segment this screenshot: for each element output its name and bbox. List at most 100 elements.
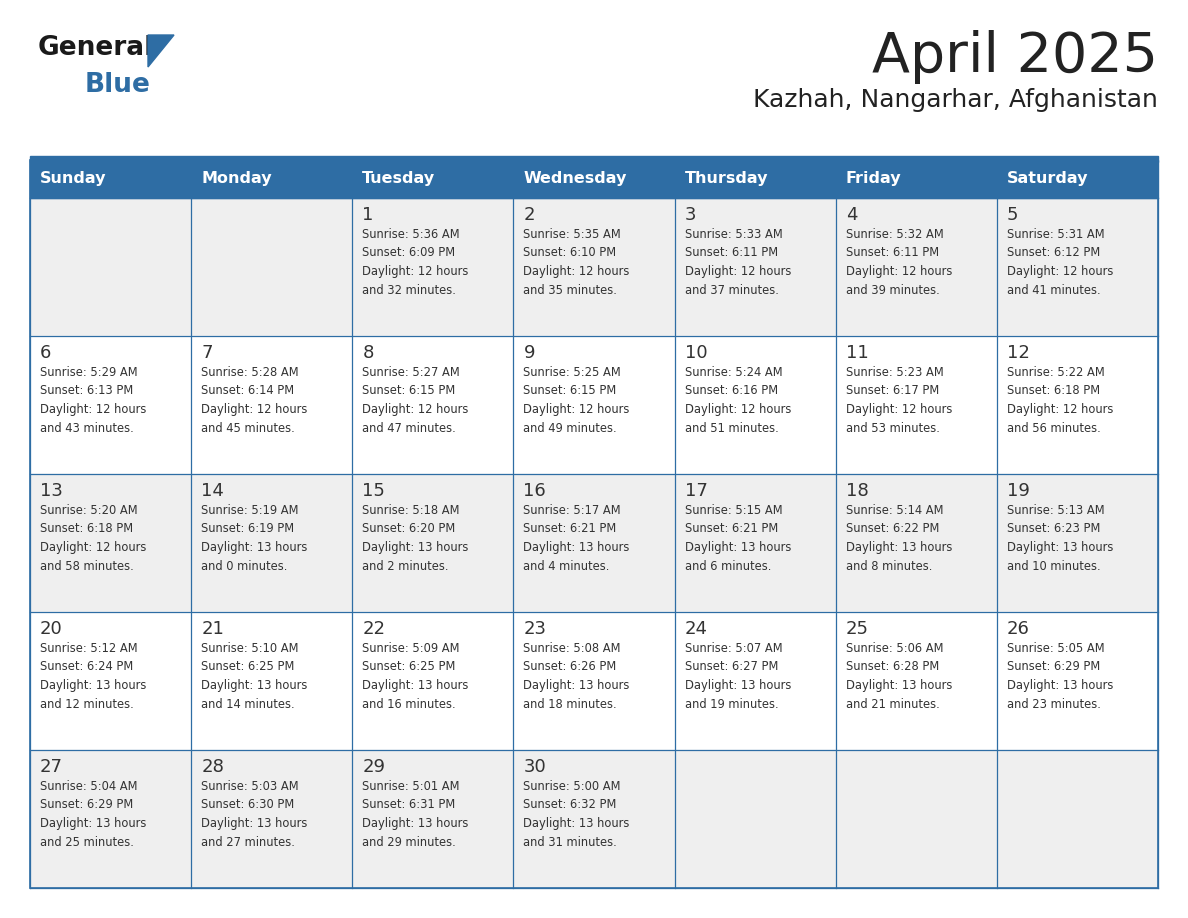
- Bar: [997, 612, 1158, 750]
- Text: 7: 7: [201, 344, 213, 362]
- Text: 20: 20: [40, 620, 63, 638]
- Bar: [30, 198, 191, 336]
- Text: 12: 12: [1007, 344, 1030, 362]
- Bar: [30, 156, 1158, 162]
- Text: 15: 15: [362, 482, 385, 500]
- Bar: [30, 160, 191, 198]
- Text: Sunrise: 5:29 AM
Sunset: 6:13 PM
Daylight: 12 hours
and 43 minutes.: Sunrise: 5:29 AM Sunset: 6:13 PM Dayligh…: [40, 366, 146, 434]
- Text: Sunrise: 5:08 AM
Sunset: 6:26 PM
Daylight: 13 hours
and 18 minutes.: Sunrise: 5:08 AM Sunset: 6:26 PM Dayligh…: [524, 642, 630, 711]
- Bar: [675, 160, 835, 198]
- Bar: [353, 750, 513, 888]
- Bar: [513, 612, 675, 750]
- Text: Sunrise: 5:01 AM
Sunset: 6:31 PM
Daylight: 13 hours
and 29 minutes.: Sunrise: 5:01 AM Sunset: 6:31 PM Dayligh…: [362, 780, 468, 848]
- Bar: [30, 750, 191, 888]
- Text: Sunrise: 5:12 AM
Sunset: 6:24 PM
Daylight: 13 hours
and 12 minutes.: Sunrise: 5:12 AM Sunset: 6:24 PM Dayligh…: [40, 642, 146, 711]
- Text: Monday: Monday: [201, 172, 272, 186]
- Text: Sunrise: 5:24 AM
Sunset: 6:16 PM
Daylight: 12 hours
and 51 minutes.: Sunrise: 5:24 AM Sunset: 6:16 PM Dayligh…: [684, 366, 791, 434]
- Text: Sunrise: 5:23 AM
Sunset: 6:17 PM
Daylight: 12 hours
and 53 minutes.: Sunrise: 5:23 AM Sunset: 6:17 PM Dayligh…: [846, 366, 952, 434]
- Text: Sunrise: 5:32 AM
Sunset: 6:11 PM
Daylight: 12 hours
and 39 minutes.: Sunrise: 5:32 AM Sunset: 6:11 PM Dayligh…: [846, 228, 952, 297]
- Bar: [835, 474, 997, 612]
- Text: 17: 17: [684, 482, 707, 500]
- Text: 10: 10: [684, 344, 707, 362]
- Bar: [513, 336, 675, 474]
- Text: 11: 11: [846, 344, 868, 362]
- Bar: [997, 750, 1158, 888]
- Bar: [513, 198, 675, 336]
- Bar: [353, 474, 513, 612]
- Text: Sunrise: 5:17 AM
Sunset: 6:21 PM
Daylight: 13 hours
and 4 minutes.: Sunrise: 5:17 AM Sunset: 6:21 PM Dayligh…: [524, 504, 630, 573]
- Bar: [30, 612, 191, 750]
- Text: Sunrise: 5:28 AM
Sunset: 6:14 PM
Daylight: 12 hours
and 45 minutes.: Sunrise: 5:28 AM Sunset: 6:14 PM Dayligh…: [201, 366, 308, 434]
- Text: Sunrise: 5:00 AM
Sunset: 6:32 PM
Daylight: 13 hours
and 31 minutes.: Sunrise: 5:00 AM Sunset: 6:32 PM Dayligh…: [524, 780, 630, 848]
- Text: Blue: Blue: [86, 72, 151, 98]
- Text: Friday: Friday: [846, 172, 902, 186]
- Text: Sunrise: 5:27 AM
Sunset: 6:15 PM
Daylight: 12 hours
and 47 minutes.: Sunrise: 5:27 AM Sunset: 6:15 PM Dayligh…: [362, 366, 468, 434]
- Text: Thursday: Thursday: [684, 172, 769, 186]
- Text: Sunrise: 5:35 AM
Sunset: 6:10 PM
Daylight: 12 hours
and 35 minutes.: Sunrise: 5:35 AM Sunset: 6:10 PM Dayligh…: [524, 228, 630, 297]
- Text: 2: 2: [524, 206, 535, 224]
- Text: 13: 13: [40, 482, 63, 500]
- Text: Sunrise: 5:18 AM
Sunset: 6:20 PM
Daylight: 13 hours
and 2 minutes.: Sunrise: 5:18 AM Sunset: 6:20 PM Dayligh…: [362, 504, 468, 573]
- Text: Sunrise: 5:15 AM
Sunset: 6:21 PM
Daylight: 13 hours
and 6 minutes.: Sunrise: 5:15 AM Sunset: 6:21 PM Dayligh…: [684, 504, 791, 573]
- Bar: [353, 198, 513, 336]
- Bar: [513, 750, 675, 888]
- Bar: [513, 160, 675, 198]
- Text: Sunrise: 5:07 AM
Sunset: 6:27 PM
Daylight: 13 hours
and 19 minutes.: Sunrise: 5:07 AM Sunset: 6:27 PM Dayligh…: [684, 642, 791, 711]
- Text: 24: 24: [684, 620, 708, 638]
- Bar: [997, 160, 1158, 198]
- Bar: [835, 160, 997, 198]
- Bar: [353, 612, 513, 750]
- Text: Sunrise: 5:31 AM
Sunset: 6:12 PM
Daylight: 12 hours
and 41 minutes.: Sunrise: 5:31 AM Sunset: 6:12 PM Dayligh…: [1007, 228, 1113, 297]
- Text: Sunrise: 5:09 AM
Sunset: 6:25 PM
Daylight: 13 hours
and 16 minutes.: Sunrise: 5:09 AM Sunset: 6:25 PM Dayligh…: [362, 642, 468, 711]
- Text: Sunrise: 5:14 AM
Sunset: 6:22 PM
Daylight: 13 hours
and 8 minutes.: Sunrise: 5:14 AM Sunset: 6:22 PM Dayligh…: [846, 504, 952, 573]
- Text: Sunrise: 5:04 AM
Sunset: 6:29 PM
Daylight: 13 hours
and 25 minutes.: Sunrise: 5:04 AM Sunset: 6:29 PM Dayligh…: [40, 780, 146, 848]
- Bar: [30, 336, 191, 474]
- Bar: [191, 474, 353, 612]
- Bar: [835, 750, 997, 888]
- Text: 1: 1: [362, 206, 374, 224]
- Bar: [835, 612, 997, 750]
- Text: Sunrise: 5:20 AM
Sunset: 6:18 PM
Daylight: 12 hours
and 58 minutes.: Sunrise: 5:20 AM Sunset: 6:18 PM Dayligh…: [40, 504, 146, 573]
- Text: 16: 16: [524, 482, 546, 500]
- Text: Sunrise: 5:19 AM
Sunset: 6:19 PM
Daylight: 13 hours
and 0 minutes.: Sunrise: 5:19 AM Sunset: 6:19 PM Dayligh…: [201, 504, 308, 573]
- Text: 18: 18: [846, 482, 868, 500]
- Bar: [675, 198, 835, 336]
- Text: Kazhah, Nangarhar, Afghanistan: Kazhah, Nangarhar, Afghanistan: [753, 88, 1158, 112]
- Text: 26: 26: [1007, 620, 1030, 638]
- Text: 21: 21: [201, 620, 225, 638]
- Text: Saturday: Saturday: [1007, 172, 1088, 186]
- Text: 3: 3: [684, 206, 696, 224]
- Text: Sunrise: 5:03 AM
Sunset: 6:30 PM
Daylight: 13 hours
and 27 minutes.: Sunrise: 5:03 AM Sunset: 6:30 PM Dayligh…: [201, 780, 308, 848]
- Text: 8: 8: [362, 344, 374, 362]
- Polygon shape: [148, 35, 173, 67]
- Bar: [191, 160, 353, 198]
- Bar: [191, 612, 353, 750]
- Bar: [675, 612, 835, 750]
- Text: 4: 4: [846, 206, 858, 224]
- Text: Wednesday: Wednesday: [524, 172, 627, 186]
- Bar: [835, 198, 997, 336]
- Bar: [997, 336, 1158, 474]
- Text: 29: 29: [362, 758, 385, 776]
- Bar: [191, 750, 353, 888]
- Text: Sunday: Sunday: [40, 172, 107, 186]
- Text: 30: 30: [524, 758, 546, 776]
- Text: 22: 22: [362, 620, 385, 638]
- Bar: [191, 198, 353, 336]
- Bar: [835, 336, 997, 474]
- Text: 9: 9: [524, 344, 535, 362]
- Bar: [997, 474, 1158, 612]
- Bar: [30, 160, 1158, 888]
- Text: 27: 27: [40, 758, 63, 776]
- Text: Sunrise: 5:10 AM
Sunset: 6:25 PM
Daylight: 13 hours
and 14 minutes.: Sunrise: 5:10 AM Sunset: 6:25 PM Dayligh…: [201, 642, 308, 711]
- Text: Sunrise: 5:13 AM
Sunset: 6:23 PM
Daylight: 13 hours
and 10 minutes.: Sunrise: 5:13 AM Sunset: 6:23 PM Dayligh…: [1007, 504, 1113, 573]
- Bar: [513, 474, 675, 612]
- Text: Sunrise: 5:36 AM
Sunset: 6:09 PM
Daylight: 12 hours
and 32 minutes.: Sunrise: 5:36 AM Sunset: 6:09 PM Dayligh…: [362, 228, 468, 297]
- Bar: [353, 160, 513, 198]
- Text: 5: 5: [1007, 206, 1018, 224]
- Bar: [353, 336, 513, 474]
- Text: 6: 6: [40, 344, 51, 362]
- Bar: [675, 750, 835, 888]
- Text: 28: 28: [201, 758, 225, 776]
- Text: Sunrise: 5:25 AM
Sunset: 6:15 PM
Daylight: 12 hours
and 49 minutes.: Sunrise: 5:25 AM Sunset: 6:15 PM Dayligh…: [524, 366, 630, 434]
